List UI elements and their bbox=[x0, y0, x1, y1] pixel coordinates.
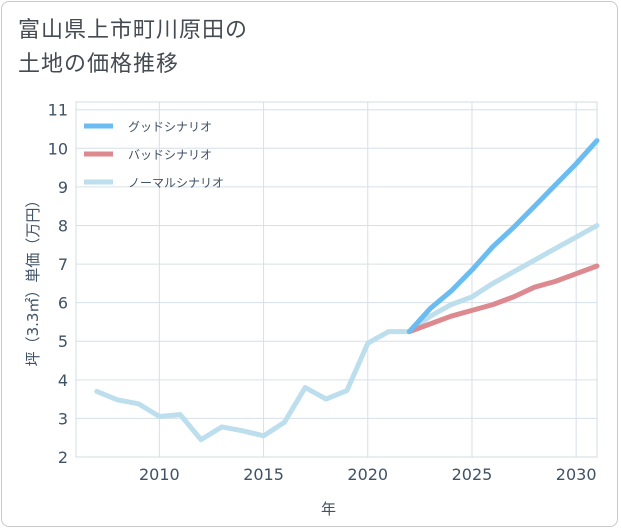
chart-title-line2: 土地の価格推移 bbox=[18, 52, 180, 77]
x-tick-label: 2025 bbox=[452, 465, 493, 484]
x-axis-label: 年 bbox=[321, 500, 336, 518]
y-tick-label: 7 bbox=[58, 255, 68, 274]
plot-area bbox=[75, 101, 598, 458]
y-tick-label: 8 bbox=[58, 216, 68, 235]
y-tick-label: 6 bbox=[58, 294, 68, 313]
y-tick-label: 11 bbox=[48, 101, 68, 120]
chart-title-line1: 富山県上市町川原田の bbox=[18, 18, 249, 43]
series-line-1 bbox=[406, 138, 600, 335]
series-line-3 bbox=[94, 223, 600, 443]
chart-title: 富山県上市町川原田の 土地の価格推移 bbox=[18, 14, 378, 82]
x-tick-label: 2020 bbox=[347, 465, 388, 484]
y-tick-label: 9 bbox=[58, 178, 68, 197]
series-line-2 bbox=[406, 263, 600, 335]
legend-label: バッドシナリオ bbox=[128, 148, 212, 162]
y-tick-label: 5 bbox=[58, 332, 68, 351]
y-tick-label: 2 bbox=[58, 448, 68, 467]
legend-label: グッドシナリオ bbox=[128, 120, 212, 134]
series-lines bbox=[94, 138, 600, 443]
tick-labels: 2 3 4 5 6 7 8 9 10 11 2010 2015 2020 2025 2030 bbox=[48, 101, 597, 484]
axes bbox=[75, 101, 598, 458]
legend-label: ノーマルシナリオ bbox=[128, 176, 224, 190]
x-tick-label: 2010 bbox=[139, 465, 180, 484]
y-tick-label: 10 bbox=[48, 139, 68, 158]
x-tick-label: 2015 bbox=[243, 465, 284, 484]
y-tick-label: 3 bbox=[58, 409, 68, 428]
y-axis-label: 坪（3.3㎡）単価（万円） bbox=[24, 193, 42, 367]
y-tick-label: 4 bbox=[58, 371, 68, 390]
x-tick-label: 2030 bbox=[556, 465, 597, 484]
